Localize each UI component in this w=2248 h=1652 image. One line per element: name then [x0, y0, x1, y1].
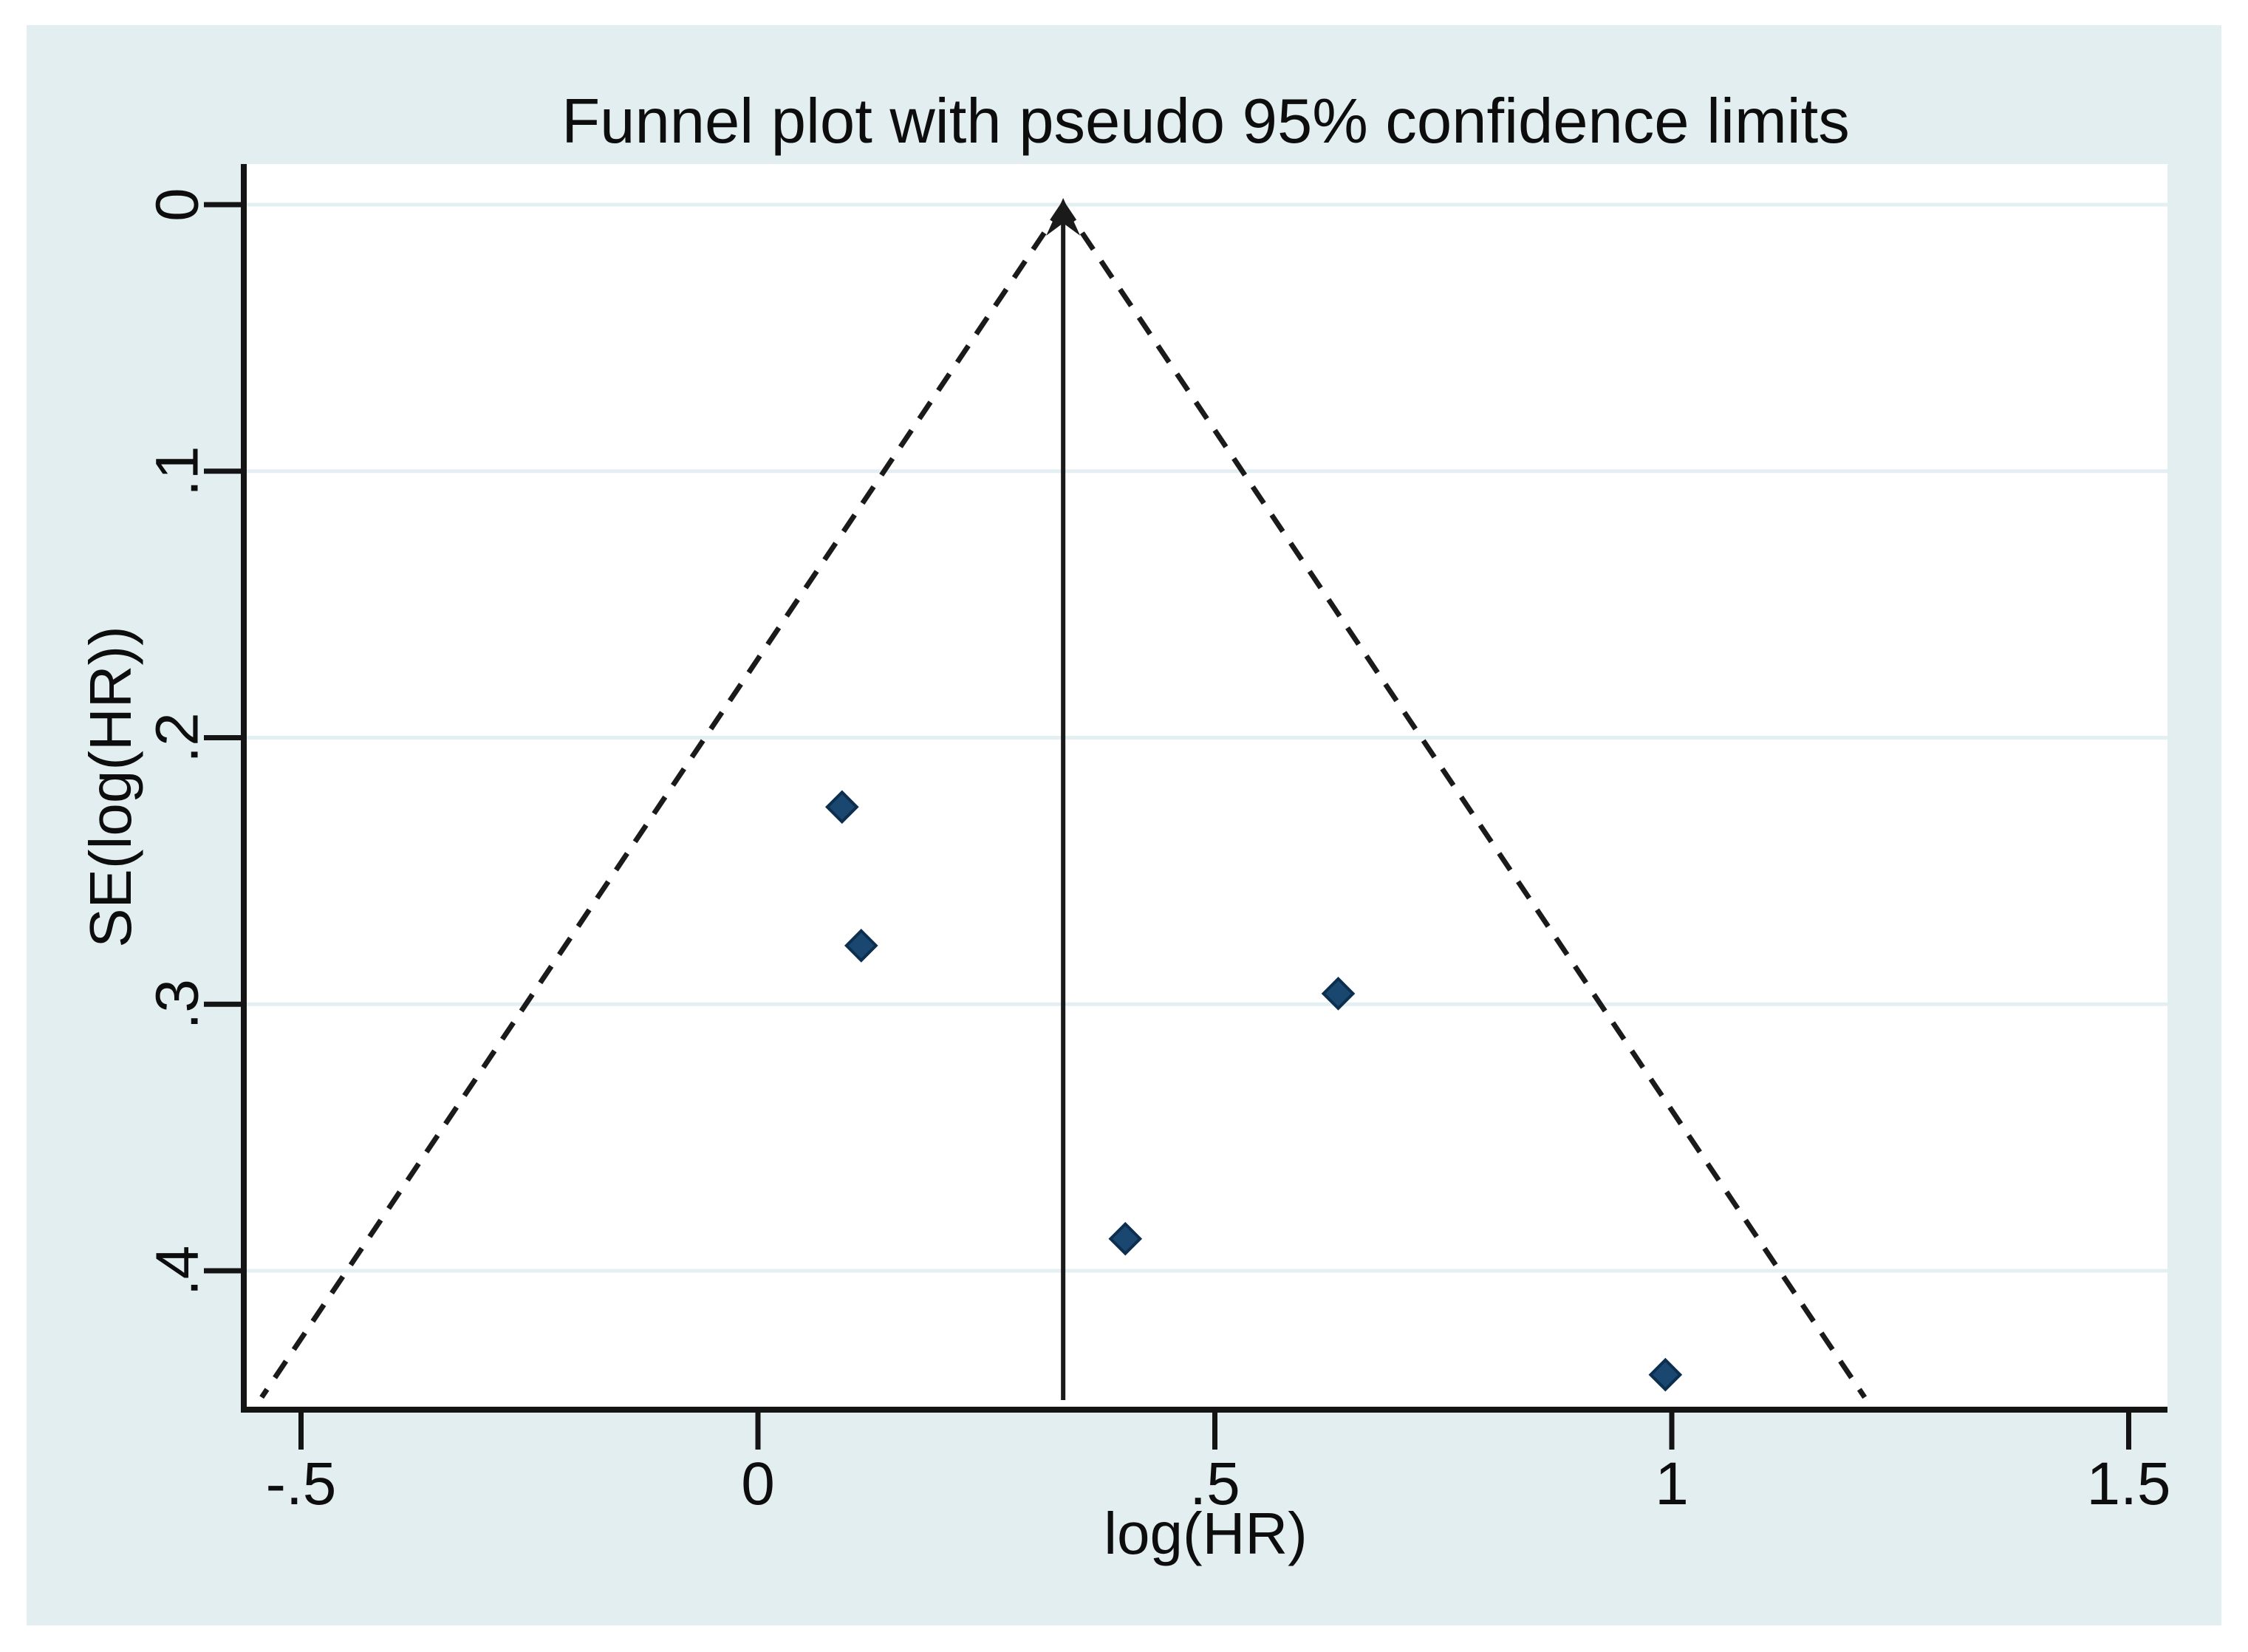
- data-point-marker: [1648, 1357, 1683, 1392]
- y-axis-title: SE(log(HR)): [78, 626, 143, 948]
- y-tick-label: 0: [144, 188, 211, 222]
- y-tick-label: .4: [144, 1246, 211, 1296]
- plot-area-background: [244, 164, 2167, 1410]
- y-tick-label: .1: [144, 446, 211, 496]
- x-tick-label: 0: [741, 1450, 775, 1518]
- data-point-marker: [844, 929, 878, 963]
- x-axis-title: log(HR): [1104, 1501, 1308, 1566]
- data-point-marker: [1321, 976, 1356, 1011]
- x-tick-label: 1.5: [2087, 1450, 2171, 1518]
- arrow-up-icon: [1046, 198, 1081, 236]
- chart-title: Funnel plot with pseudo 95% confidence l…: [561, 86, 1850, 157]
- x-tick-label: 1: [1655, 1450, 1689, 1518]
- data-point-marker: [1108, 1221, 1143, 1256]
- funnel-limit-left-line: [259, 203, 1066, 1399]
- x-tick-label: -.5: [266, 1450, 337, 1518]
- y-tick-label: .2: [144, 712, 211, 762]
- data-point-marker: [824, 790, 859, 825]
- funnel-limit-right-line: [1061, 203, 1868, 1399]
- y-tick-label: .3: [144, 979, 211, 1029]
- x-tick-label: .5: [1189, 1450, 1240, 1518]
